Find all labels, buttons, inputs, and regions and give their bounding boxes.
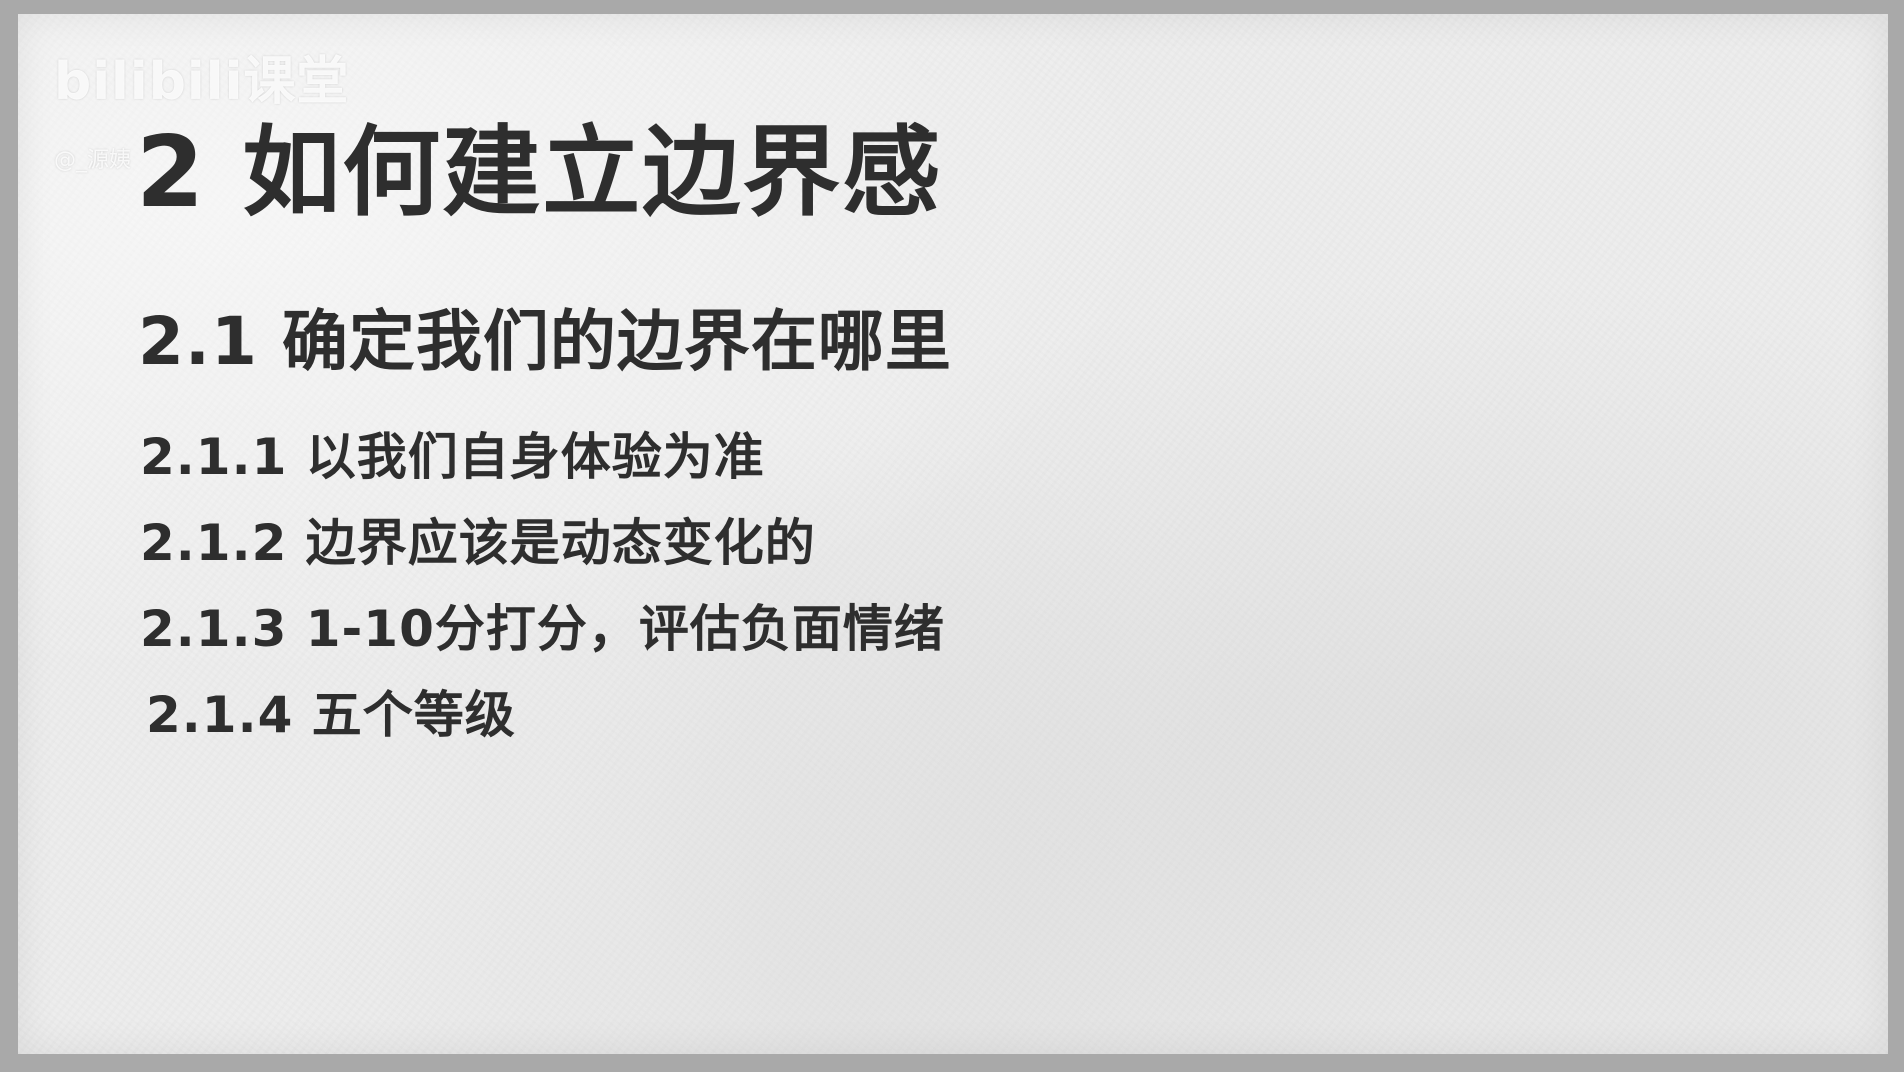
slide-subtitle: 2.1 确定我们的边界在哪里 bbox=[138, 303, 952, 380]
list-item: 2.1.2 边界应该是动态变化的 bbox=[140, 514, 816, 572]
bilibili-watermark: bilibili课堂 @_源姨 bbox=[54, 50, 350, 173]
list-item: 2.1.3 1-10分打分，评估负面情绪 bbox=[140, 600, 945, 658]
list-item: 2.1.4 五个等级 bbox=[146, 686, 516, 744]
point-list: 2.1.1 以我们自身体验为准 2.1.2 边界应该是动态变化的 2.1.3 1… bbox=[140, 426, 945, 770]
slide-title: 2 如何建立边界感 bbox=[136, 116, 943, 230]
list-item: 2.1.1 以我们自身体验为准 bbox=[140, 428, 765, 486]
slide: bilibili课堂 @_源姨 2 如何建立边界感 2.1 确定我们的边界在哪里… bbox=[18, 14, 1888, 1054]
uploader-handle: @_源姨 bbox=[54, 148, 132, 173]
bilibili-logo: bilibili课堂 bbox=[54, 52, 350, 112]
